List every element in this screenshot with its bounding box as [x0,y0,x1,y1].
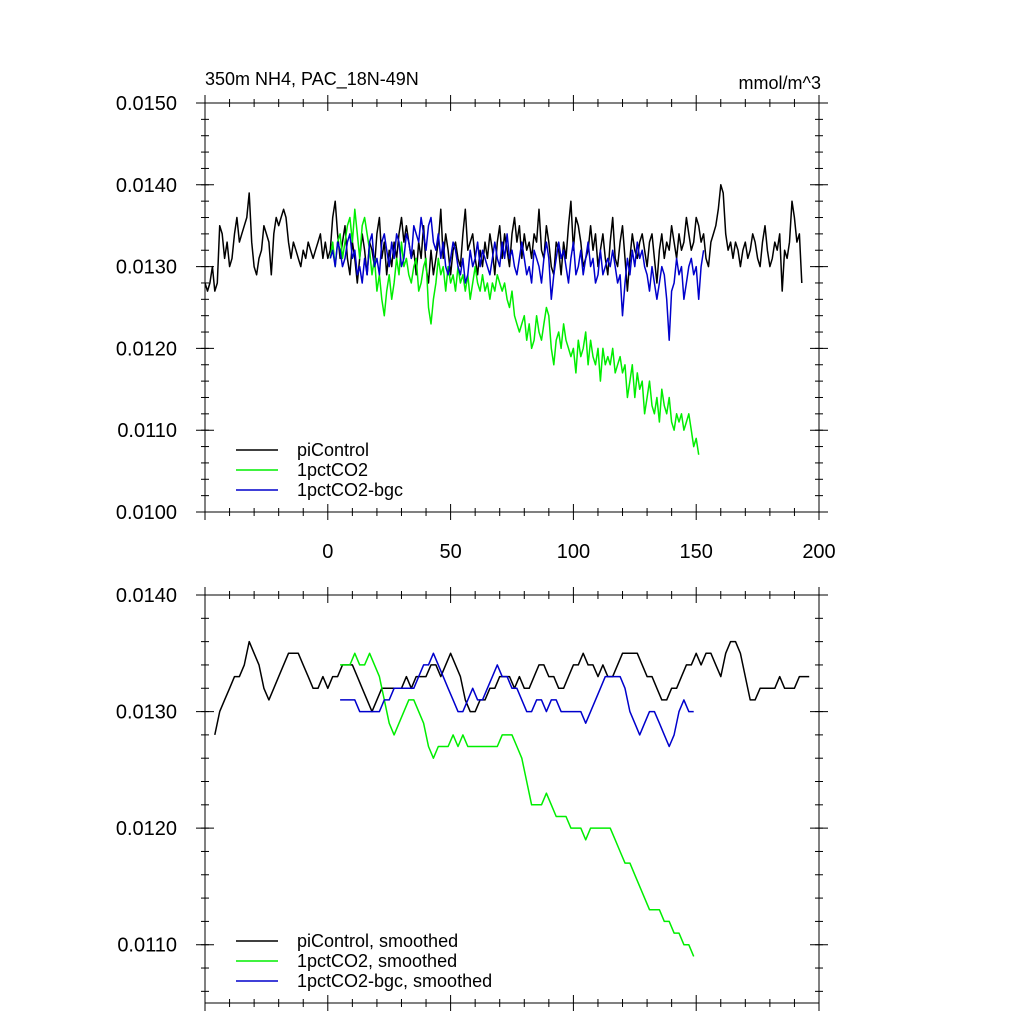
legend-label-picontrol: piControl [297,440,369,460]
plot-frame [204,594,820,1004]
y-tick-label: 0.0150 [116,93,177,115]
chart-title: 350m NH4, PAC_18N-49N [205,69,419,90]
x-tick-label: 150 [680,541,713,563]
x-tick-label: 0 [322,541,333,563]
y-tick-label: 0.0140 [116,175,177,197]
chart-panel-1: 0 50 100 150 200 0.0100 0.0110 0.0120 0.0130 0.01… [116,69,836,563]
chart-panel-2: 0.0110 0.0120 0.0130 0.0140 piControl, smoot… [116,585,828,1011]
y-tick-label: 0.0140 [116,585,177,607]
y-tick-label: 0.0100 [116,502,177,524]
series-line-1pctco2 [329,208,700,455]
y-tick-label: 0.0110 [117,935,177,957]
series-line-1pctco2-bgc-smoothed [340,652,694,748]
x-tick-label: 200 [802,541,835,563]
y-tick-label: 0.0130 [116,257,177,279]
y-tick-label: 0.0120 [116,818,177,840]
series-line-picontrol [205,184,803,292]
legend-label-1pctco2: 1pctCO2 [297,460,368,480]
x-tick-label: 100 [557,541,590,563]
series-line-1pctco2-smoothed [340,652,695,957]
legend-label-1pctco2-smoothed: 1pctCO2, smoothed [297,951,457,971]
x-tick-label: 50 [439,541,461,563]
y-tick-label: 0.0130 [116,702,177,724]
series-line-picontrol-smoothed [214,640,810,736]
y-tick-label: 0.0110 [117,420,177,442]
plot-frame [204,102,820,513]
legend-label-picontrol-smoothed: piControl, smoothed [297,931,458,951]
y-tick-label: 0.0120 [116,338,177,360]
chart-units-label: mmol/m^3 [739,73,821,93]
legend-label-1pctco2-bgc: 1pctCO2-bgc [297,480,403,500]
series-line-1pctco2-bgc [329,216,705,341]
legend-label-1pctco2-bgc-smoothed: 1pctCO2-bgc, smoothed [297,971,492,991]
